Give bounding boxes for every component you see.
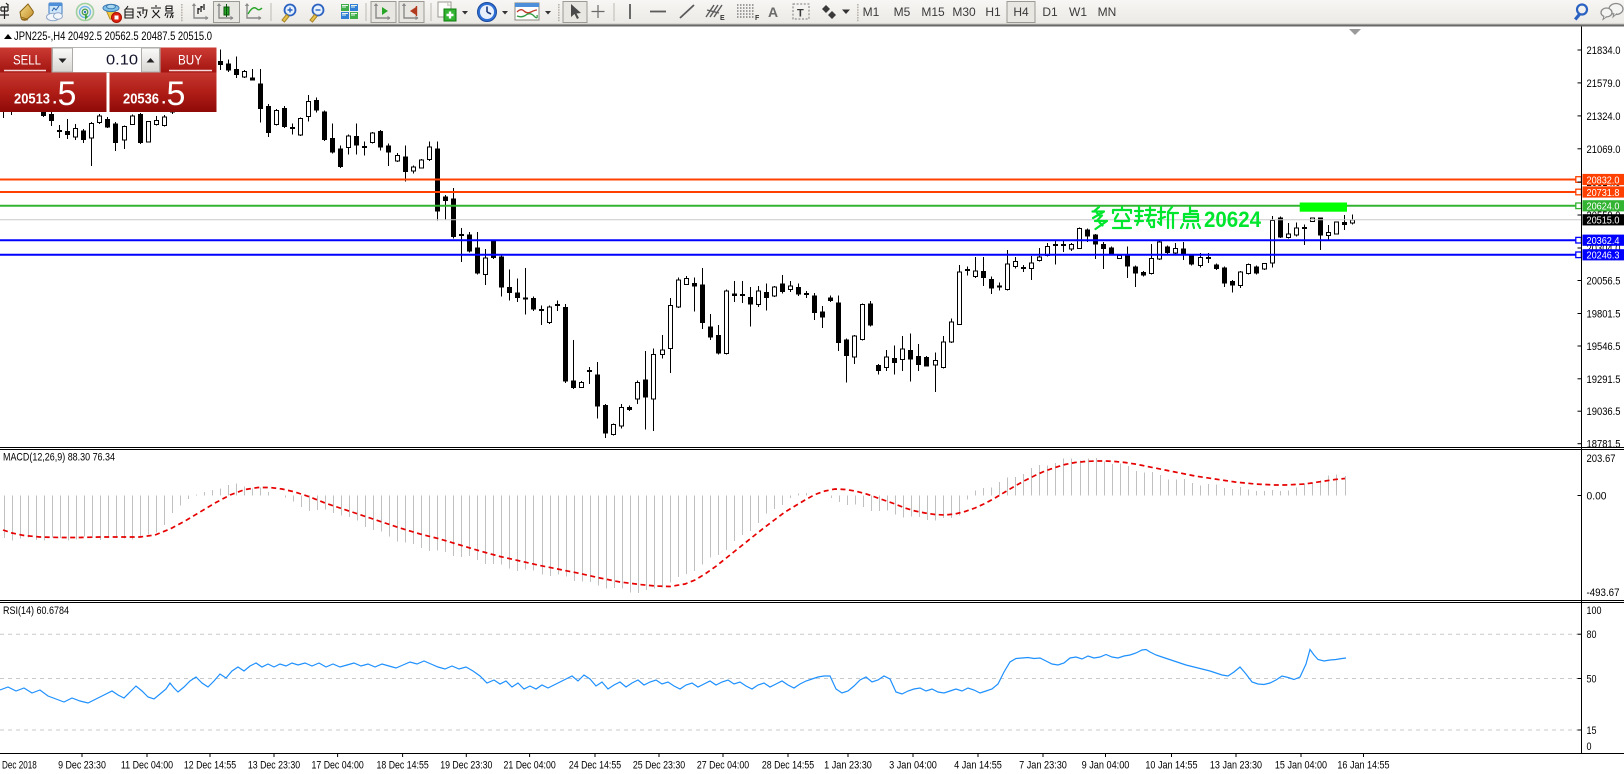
svg-text:F: F: [755, 15, 760, 22]
svg-text:MACD(12,26,9) 88.30 76.34: MACD(12,26,9) 88.30 76.34: [3, 452, 115, 464]
svg-text:12 Dec 14:55: 12 Dec 14:55: [184, 760, 236, 772]
svg-text:BUY: BUY: [178, 52, 203, 68]
svg-text:13 Dec 23:30: 13 Dec 23:30: [248, 760, 300, 772]
svg-text:M30: M30: [952, 5, 976, 19]
svg-text:16 Jan 14:55: 16 Jan 14:55: [1337, 760, 1389, 772]
svg-text:27 Dec 04:00: 27 Dec 04:00: [697, 760, 749, 772]
svg-text:15 Jan 04:00: 15 Jan 04:00: [1275, 760, 1327, 772]
svg-text:19801.5: 19801.5: [1587, 309, 1621, 321]
svg-text:19291.5: 19291.5: [1587, 374, 1621, 386]
svg-text:.: .: [53, 91, 57, 108]
svg-text:19 Dec 23:30: 19 Dec 23:30: [440, 760, 492, 772]
svg-text:20624: 20624: [1204, 207, 1262, 232]
svg-text:100: 100: [1587, 605, 1602, 617]
svg-text:A: A: [768, 4, 778, 20]
svg-text:20513: 20513: [14, 91, 50, 108]
svg-text:-493.67: -493.67: [1587, 587, 1620, 599]
svg-text:18781.5: 18781.5: [1587, 439, 1621, 451]
svg-text:15: 15: [1587, 725, 1597, 737]
svg-text:T: T: [797, 8, 804, 20]
svg-text:20624.0: 20624.0: [1587, 201, 1620, 213]
svg-text:20056.5: 20056.5: [1587, 276, 1621, 288]
svg-text:24 Dec 14:55: 24 Dec 14:55: [569, 760, 621, 772]
svg-text:SELL: SELL: [13, 52, 41, 68]
svg-text:21 Dec 04:00: 21 Dec 04:00: [504, 760, 556, 772]
svg-text:5: 5: [167, 75, 186, 113]
svg-text:JPN225-,H4 20492.5 20562.5 20: JPN225-,H4 20492.5 20562.5 20487.5 20515…: [14, 29, 212, 43]
svg-text:H1: H1: [985, 5, 1001, 19]
svg-text:M5: M5: [894, 5, 911, 19]
svg-text:4 Jan 14:55: 4 Jan 14:55: [954, 760, 1002, 772]
svg-text:RSI(14) 60.6784: RSI(14) 60.6784: [3, 605, 69, 617]
svg-text:13 Jan 23:30: 13 Jan 23:30: [1210, 760, 1262, 772]
svg-text:7 Jan 23:30: 7 Jan 23:30: [1019, 760, 1067, 772]
svg-text:25 Dec 23:30: 25 Dec 23:30: [633, 760, 685, 772]
svg-text:0.10: 0.10: [106, 52, 138, 69]
svg-text:MN: MN: [1098, 5, 1117, 19]
svg-text:10 Jan 14:55: 10 Jan 14:55: [1145, 760, 1197, 772]
svg-text:203.67: 203.67: [1587, 453, 1616, 465]
svg-text:20731.8: 20731.8: [1587, 187, 1620, 199]
svg-text:21069.0: 21069.0: [1587, 144, 1621, 156]
svg-text:1 Jan 23:30: 1 Jan 23:30: [824, 760, 872, 772]
svg-text:9 Dec 23:30: 9 Dec 23:30: [58, 760, 106, 772]
svg-text:28 Dec 14:55: 28 Dec 14:55: [762, 760, 814, 772]
svg-text:Dec 2018: Dec 2018: [2, 760, 37, 772]
svg-text:5: 5: [58, 75, 77, 113]
svg-text:80: 80: [1587, 629, 1597, 641]
svg-text:21579.0: 21579.0: [1587, 78, 1621, 90]
svg-text:50: 50: [1587, 674, 1597, 686]
svg-text:9 Jan 04:00: 9 Jan 04:00: [1082, 760, 1130, 772]
svg-text:20246.3: 20246.3: [1587, 250, 1620, 262]
svg-text:0.00: 0.00: [1587, 491, 1607, 503]
svg-text:17 Dec 04:00: 17 Dec 04:00: [312, 760, 364, 772]
svg-text:W1: W1: [1069, 5, 1087, 19]
svg-text:M1: M1: [863, 5, 880, 19]
svg-text:21834.0: 21834.0: [1587, 45, 1621, 57]
svg-text:20536: 20536: [123, 91, 159, 108]
svg-text:D1: D1: [1042, 5, 1058, 19]
svg-text:0: 0: [1587, 741, 1592, 753]
svg-text:11 Dec 04:00: 11 Dec 04:00: [121, 760, 173, 772]
svg-text:H4: H4: [1013, 5, 1029, 19]
svg-text:18 Dec 14:55: 18 Dec 14:55: [377, 760, 429, 772]
svg-text:.: .: [162, 91, 166, 108]
svg-text:E: E: [720, 15, 725, 22]
svg-text:3 Jan 04:00: 3 Jan 04:00: [889, 760, 937, 772]
svg-text:20832.0: 20832.0: [1587, 174, 1620, 186]
svg-text:21324.0: 21324.0: [1587, 111, 1621, 123]
svg-text:20362.4: 20362.4: [1587, 235, 1620, 247]
svg-text:19546.5: 19546.5: [1587, 341, 1621, 353]
svg-text:20515.0: 20515.0: [1587, 215, 1620, 227]
svg-text:M15: M15: [921, 5, 945, 19]
svg-text:19036.5: 19036.5: [1587, 406, 1621, 418]
